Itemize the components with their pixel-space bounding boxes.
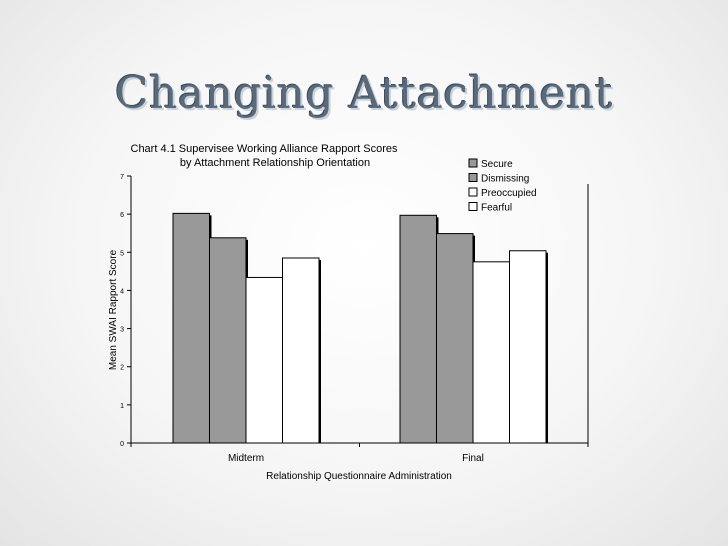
legend-swatch: [468, 187, 478, 197]
x-tick-label: Midterm: [228, 453, 264, 464]
bar-dismissing-final: [436, 233, 474, 444]
legend-label: Dismissing: [481, 174, 529, 185]
legend-swatch: [468, 202, 478, 211]
bar-fearful-final: [509, 250, 547, 444]
y-axis-label: Mean SWAI Rapport Score: [108, 249, 119, 370]
bar-dismissing-midterm: [209, 237, 247, 444]
x-tick-label: Final: [462, 453, 484, 464]
slide-title: Changing Attachment: [114, 68, 614, 119]
bar-preoccupied-midterm: [245, 276, 283, 444]
legend-swatch: [468, 173, 478, 182]
bar-secure-midterm: [172, 212, 210, 444]
chart-subtitle: by Attachment Relationship Orientation: [180, 157, 370, 169]
y-tick-label: 5: [120, 250, 124, 257]
y-tick-label: 4: [120, 288, 124, 295]
y-tick-label: 0: [120, 441, 124, 448]
bar-secure-final: [399, 214, 437, 444]
y-tick-label: 6: [120, 212, 124, 219]
legend-label: Fearful: [481, 203, 512, 214]
y-tick-label: 7: [120, 174, 124, 181]
y-tick-label: 3: [120, 327, 124, 334]
bar-fearful-midterm: [282, 257, 320, 444]
chart-title: Chart 4.1 Supervisee Working Alliance Ra…: [131, 143, 398, 155]
bar-preoccupied-final: [472, 261, 510, 444]
legend-label: Secure: [481, 159, 513, 170]
y-tick-label: 1: [120, 403, 124, 410]
legend-label: Preoccupied: [481, 188, 537, 199]
legend-swatch: [468, 158, 478, 168]
y-tick-label: 2: [120, 365, 124, 372]
x-axis-label: Relationship Questionnaire Administratio…: [266, 471, 452, 482]
legend: Secure Dismissing Preoccupied Fearful: [468, 158, 537, 214]
